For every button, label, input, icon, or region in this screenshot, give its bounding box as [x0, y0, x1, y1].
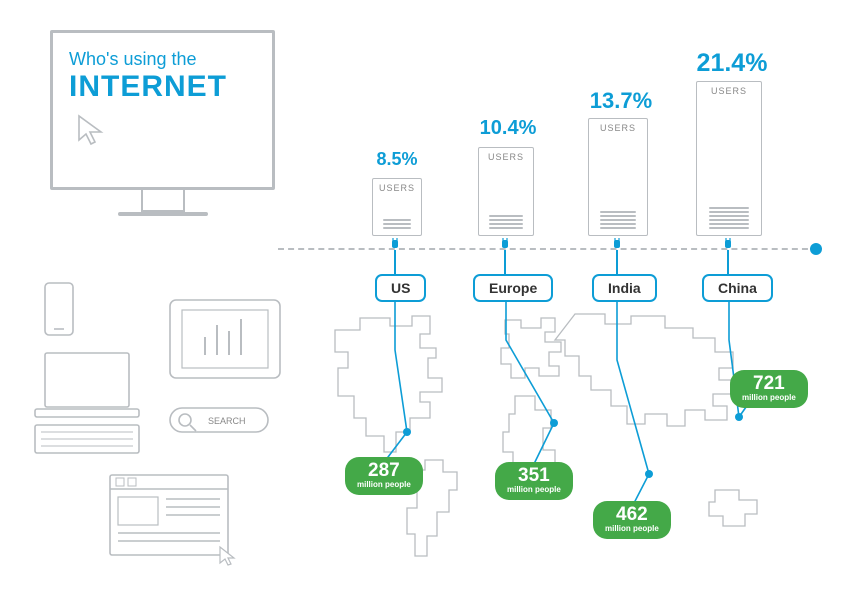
- server-india: USERS: [588, 118, 648, 236]
- server-label-europe: USERS: [479, 152, 533, 162]
- map-dot-china: [735, 413, 743, 421]
- callout-num-europe: 351: [507, 466, 561, 485]
- pct-europe: 10.4%: [477, 117, 539, 140]
- region-label-europe: Europe: [473, 274, 553, 302]
- map-dot-india: [645, 470, 653, 478]
- region-label-india: India: [592, 274, 657, 302]
- callout-india: 462 million people: [593, 501, 671, 539]
- connector-china: [727, 250, 729, 274]
- server-us: USERS: [372, 178, 422, 236]
- cursor-icon: [75, 112, 111, 148]
- callout-num-us: 287: [357, 461, 411, 480]
- world-map: [315, 300, 835, 595]
- monitor-stand: [141, 190, 185, 212]
- title-line2: INTERNET: [69, 70, 256, 104]
- pct-us: 8.5%: [372, 149, 422, 170]
- callout-us: 287 million people: [345, 457, 423, 495]
- phone-icon: [45, 283, 73, 335]
- callout-num-china: 721: [742, 374, 796, 393]
- connector-us: [394, 250, 396, 274]
- title-line1: Who's using the: [69, 49, 256, 70]
- server-label-india: USERS: [589, 123, 647, 133]
- dashed-connector: [278, 248, 818, 250]
- map-dot-europe: [550, 419, 558, 427]
- region-label-us: US: [375, 274, 426, 302]
- pct-china: 21.4%: [696, 49, 768, 78]
- server-china: USERS: [696, 81, 762, 236]
- map-dot-us: [403, 428, 411, 436]
- callout-num-india: 462: [605, 505, 659, 524]
- server-europe: USERS: [478, 147, 534, 236]
- region-label-china: China: [702, 274, 773, 302]
- timeline-end-dot: [810, 243, 822, 255]
- callout-sub-us: million people: [357, 481, 411, 489]
- device-cluster: SEARCH: [30, 275, 320, 580]
- connector-europe: [504, 250, 506, 274]
- tablet-icon: [170, 300, 280, 378]
- cursor-icon: [220, 547, 234, 565]
- callout-sub-india: million people: [605, 525, 659, 533]
- monitor-screen: Who's using the INTERNET: [50, 30, 275, 190]
- server-label-china: USERS: [697, 86, 761, 96]
- monitor-illustration: Who's using the INTERNET: [50, 30, 275, 216]
- search-label: SEARCH: [208, 416, 246, 426]
- callout-sub-europe: million people: [507, 486, 561, 494]
- callout-china: 721 million people: [730, 370, 808, 408]
- connector-india: [616, 250, 618, 274]
- callout-europe: 351 million people: [495, 462, 573, 500]
- laptop-icon: [45, 353, 129, 407]
- callout-sub-china: million people: [742, 394, 796, 402]
- monitor-base: [118, 212, 208, 216]
- server-label-us: USERS: [373, 183, 421, 193]
- pct-india: 13.7%: [588, 88, 654, 114]
